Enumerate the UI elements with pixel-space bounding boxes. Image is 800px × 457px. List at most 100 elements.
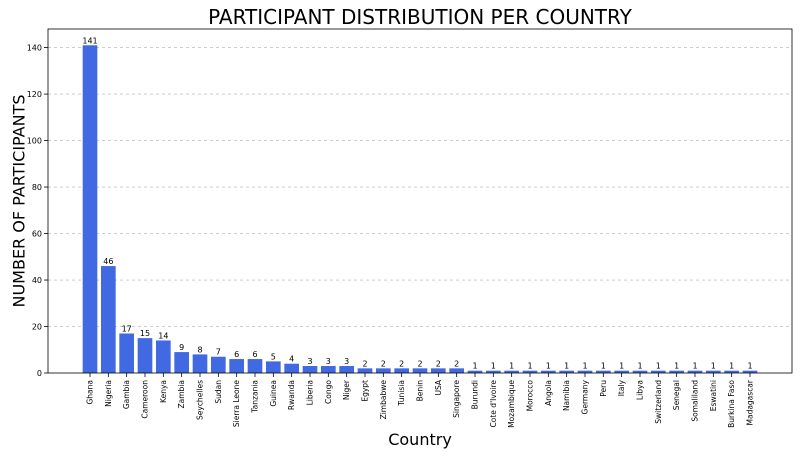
bar-value-label: 2: [454, 359, 459, 368]
bar: [467, 370, 483, 373]
plot-frame: [47, 28, 793, 374]
bar: [376, 368, 391, 373]
bar-value-label: 3: [344, 357, 349, 366]
x-tick-label: Guinea: [269, 380, 278, 407]
bars: 141 46 17 15 14 9 8 7 6 6 5 4 3 3 3 2 2 2 2 2 2 1 1 1 1 1 1 1 1 1 1 1 1 1…: [82, 36, 758, 374]
x-tick-label: Niger: [342, 379, 351, 400]
bar: [137, 338, 153, 373]
bar-value-label: 141: [82, 36, 97, 45]
x-tick-label: Sierra Leone: [232, 380, 241, 427]
bar-value-label: 1: [509, 362, 514, 371]
bar: [394, 368, 409, 373]
x-tick-label: Rwanda: [287, 380, 296, 410]
y-tick-label: 80: [32, 183, 42, 192]
bar-value-label: 1: [674, 362, 679, 371]
bar-value-label: 1: [729, 362, 734, 371]
bar-value-label: 1: [692, 362, 697, 371]
x-tick-label: Congo: [324, 380, 333, 404]
x-tick-label: Zambia: [177, 380, 186, 408]
bar: [541, 370, 556, 373]
x-tick-label: Madagascar: [746, 379, 755, 425]
x-tick-label: Libya: [636, 380, 645, 400]
x-tick-label: Burkina Faso: [727, 380, 736, 428]
x-tick-label: Cote d'Ivoire: [489, 380, 498, 428]
bar-value-label: 1: [711, 362, 716, 371]
x-axis-categories: Ghana Nigeria Gambia Cameroon Kenya Zambia Sey…: [86, 373, 755, 428]
bar-value-label: 8: [197, 345, 202, 354]
x-tick-label: USA: [434, 379, 443, 395]
bar: [321, 366, 336, 373]
bar: [687, 370, 703, 373]
bar-value-label: 2: [381, 359, 386, 368]
x-tick-label: Ghana: [86, 380, 95, 405]
y-tick-label: 120: [27, 90, 42, 99]
bar-value-label: 1: [582, 362, 587, 371]
y-tick-label: 0: [37, 369, 42, 378]
bar: [357, 368, 373, 373]
bar: [742, 370, 758, 373]
bar-value-label: 2: [417, 359, 422, 368]
bar-value-label: 5: [271, 352, 276, 361]
bar-value-label: 2: [362, 359, 367, 368]
x-tick-label: Tanzania: [251, 380, 260, 414]
bar: [119, 333, 134, 373]
bar-value-label: 14: [158, 331, 168, 340]
y-tick-label: 100: [27, 137, 42, 146]
x-tick-label: Switzerland: [654, 380, 663, 424]
bar: [651, 370, 666, 373]
bar-value-label: 15: [140, 329, 150, 338]
bar: [596, 370, 611, 373]
bar-value-label: 3: [326, 357, 331, 366]
bar-value-label: 6: [234, 350, 239, 359]
y-axis-label: NUMBER OF PARTICIPANTS: [10, 94, 29, 307]
x-tick-label: Senegal: [672, 380, 681, 410]
bar-value-label: 1: [637, 362, 642, 371]
bar-value-label: 7: [216, 348, 221, 357]
bar: [706, 370, 721, 373]
bar: [284, 363, 299, 373]
x-tick-label: Gambia: [122, 380, 131, 409]
x-tick-label: Zimbabwe: [379, 380, 388, 420]
bar-value-label: 1: [527, 362, 532, 371]
bar-value-label: 2: [436, 359, 441, 368]
bar-value-label: 4: [289, 355, 294, 364]
bar: [724, 370, 739, 373]
bar: [412, 368, 428, 373]
x-tick-label: Eswatini: [709, 380, 718, 411]
bar: [577, 370, 593, 373]
bar-value-label: 46: [103, 257, 113, 266]
bar: [192, 354, 208, 373]
bar-value-label: 1: [601, 362, 606, 371]
x-tick-label: Cameroon: [141, 380, 150, 419]
bar: [339, 366, 354, 373]
x-tick-label: Singapore: [452, 380, 461, 418]
bar-value-label: 1: [619, 362, 624, 371]
bar-value-label: 1: [656, 362, 661, 371]
bar-value-label: 1: [546, 362, 551, 371]
y-tick-label: 40: [32, 276, 42, 285]
y-tick-label: 20: [32, 323, 42, 332]
bar: [559, 370, 574, 373]
x-tick-label: Germany: [581, 379, 590, 414]
y-tick-label: 140: [27, 44, 42, 53]
x-tick-label: Egypt: [361, 380, 370, 402]
x-tick-label: Liberia: [306, 380, 315, 405]
x-tick-label: Italy: [617, 379, 626, 396]
x-tick-label: Sudan: [214, 380, 223, 404]
bar: [522, 370, 538, 373]
bar-value-label: 1: [491, 362, 496, 371]
bar: [229, 359, 244, 373]
bar: [632, 370, 648, 373]
bar: [504, 370, 519, 373]
x-tick-label: Benin: [416, 380, 425, 402]
x-tick-label: Angola: [544, 380, 553, 406]
bar: [302, 366, 318, 373]
bar-value-label: 1: [747, 362, 752, 371]
x-tick-label: Kenya: [159, 380, 168, 403]
grid-lines: [48, 47, 792, 327]
bar: [156, 340, 171, 373]
bar: [247, 359, 263, 373]
bar-value-label: 1: [472, 362, 477, 371]
bar: [669, 370, 684, 373]
